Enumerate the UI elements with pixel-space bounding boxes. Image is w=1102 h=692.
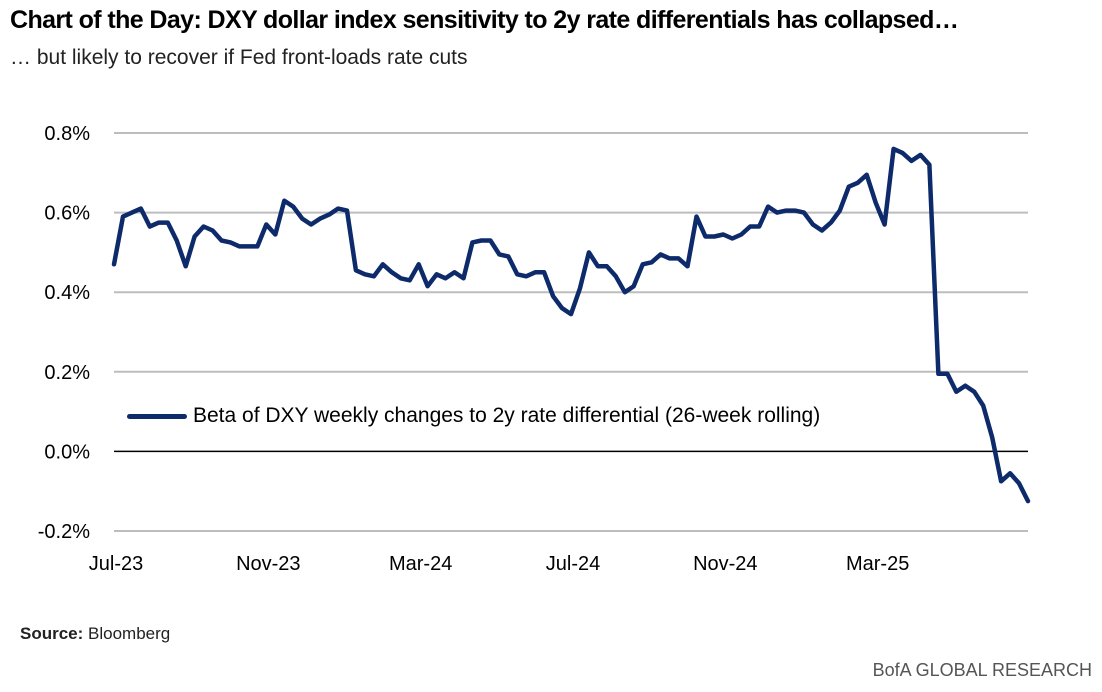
y-tick-label: 0.8%	[44, 123, 90, 145]
x-tick-label: Jul-24	[546, 553, 600, 575]
x-tick-label: Jul-23	[89, 553, 143, 575]
x-tick-label: Mar-25	[846, 553, 909, 575]
y-tick-label: -0.2%	[38, 521, 90, 543]
x-tick-label: Nov-24	[693, 553, 757, 575]
legend-swatch	[127, 413, 187, 419]
chart-subtitle: … but likely to recover if Fed front-loa…	[10, 46, 468, 69]
x-tick-label: Mar-24	[389, 553, 452, 575]
y-tick-label: 0.4%	[44, 282, 90, 304]
source-value: Bloomberg	[88, 624, 171, 643]
brand-label: BofA GLOBAL RESEARCH	[872, 660, 1092, 680]
source-label: Source:	[20, 624, 84, 643]
y-tick-label: 0.2%	[44, 362, 90, 384]
source-note: Source: Bloomberg	[20, 624, 170, 644]
y-tick-label: 0.6%	[44, 203, 90, 225]
series-line	[111, 146, 1031, 504]
x-tick-label: Nov-23	[236, 553, 300, 575]
y-tick-label: 0.0%	[44, 441, 90, 463]
chart-legend: Beta of DXY weekly changes to 2y rate di…	[127, 404, 827, 428]
chart-title: Chart of the Day: DXY dollar index sensi…	[10, 6, 959, 34]
legend-label: Beta of DXY weekly changes to 2y rate di…	[193, 404, 821, 427]
